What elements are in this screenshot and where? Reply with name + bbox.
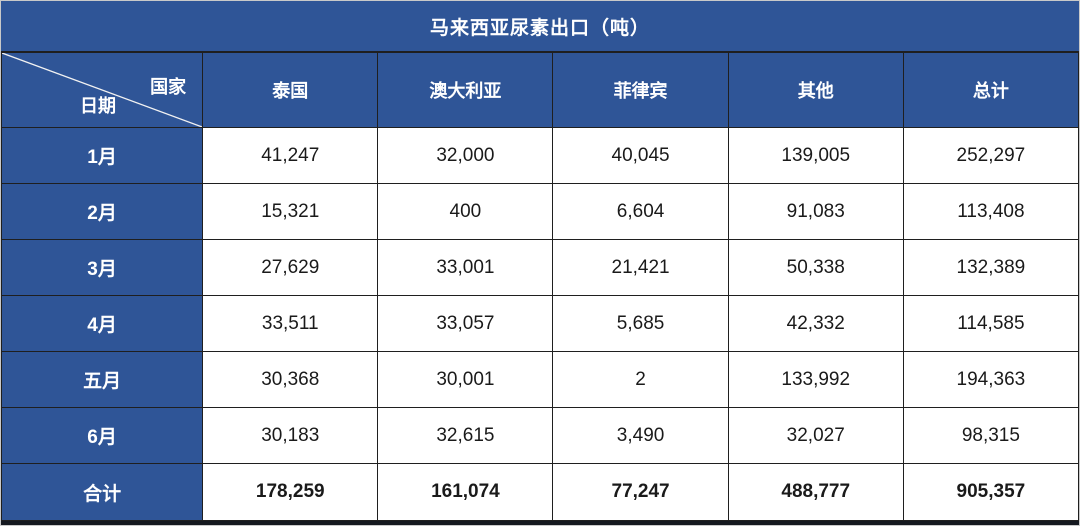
value-cell: 139,005 xyxy=(727,127,904,184)
value-cell: 30,001 xyxy=(377,351,554,408)
value-cell: 132,389 xyxy=(902,239,1079,296)
value-cell: 27,629 xyxy=(202,239,379,296)
row-label: 五月 xyxy=(1,351,204,408)
total-row: 合计 178,259 161,074 77,247 488,777 905,357 xyxy=(1,463,1079,521)
value-cell: 32,000 xyxy=(377,127,554,184)
value-cell: 98,315 xyxy=(902,407,1079,464)
value-cell: 488,777 xyxy=(727,463,904,521)
value-cell: 178,259 xyxy=(202,463,379,521)
value-cell: 32,615 xyxy=(377,407,554,464)
value-cell: 33,001 xyxy=(377,239,554,296)
table-row: 6月 30,183 32,615 3,490 32,027 98,315 xyxy=(1,407,1079,464)
diagonal-divider-line xyxy=(2,53,202,127)
value-cell: 50,338 xyxy=(727,239,904,296)
row-label: 4月 xyxy=(1,295,204,352)
table-row: 五月 30,368 30,001 2 133,992 194,363 xyxy=(1,351,1079,408)
row-label: 3月 xyxy=(1,239,204,296)
value-cell: 252,297 xyxy=(902,127,1079,184)
column-header: 其他 xyxy=(727,52,904,128)
value-cell: 113,408 xyxy=(902,183,1079,240)
value-cell: 91,083 xyxy=(727,183,904,240)
value-cell: 161,074 xyxy=(377,463,554,521)
value-cell: 194,363 xyxy=(902,351,1079,408)
value-cell: 3,490 xyxy=(552,407,729,464)
value-cell: 33,511 xyxy=(202,295,379,352)
value-cell: 30,183 xyxy=(202,407,379,464)
table-row: 3月 27,629 33,001 21,421 50,338 132,389 xyxy=(1,239,1079,296)
column-header: 菲律宾 xyxy=(552,52,729,128)
corner-header-cell: 国家 日期 xyxy=(1,52,204,128)
value-cell: 30,368 xyxy=(202,351,379,408)
value-cell: 133,992 xyxy=(727,351,904,408)
table-row: 2月 15,321 400 6,604 91,083 113,408 xyxy=(1,183,1079,240)
corner-country-label: 国家 xyxy=(150,77,187,97)
value-cell: 21,421 xyxy=(552,239,729,296)
table-row: 4月 33,511 33,057 5,685 42,332 114,585 xyxy=(1,295,1079,352)
table-body: 1月 41,247 32,000 40,045 139,005 252,297 2月 15,3… xyxy=(1,127,1079,521)
urea-export-table: 国家 日期 泰国 澳大利亚 菲律宾 其他 总计 1月 41,247 32,000 40,045… xyxy=(1,52,1079,521)
value-cell: 5,685 xyxy=(552,295,729,352)
table-row: 1月 41,247 32,000 40,045 139,005 252,297 xyxy=(1,127,1079,184)
value-cell: 42,332 xyxy=(727,295,904,352)
bottom-rule xyxy=(1,521,1079,525)
value-cell: 77,247 xyxy=(552,463,729,521)
column-header: 泰国 xyxy=(202,52,379,128)
value-cell: 905,357 xyxy=(902,463,1079,521)
value-cell: 400 xyxy=(377,183,554,240)
row-label: 合计 xyxy=(1,463,204,521)
value-cell: 2 xyxy=(552,351,729,408)
value-cell: 33,057 xyxy=(377,295,554,352)
value-cell: 6,604 xyxy=(552,183,729,240)
value-cell: 15,321 xyxy=(202,183,379,240)
column-header: 总计 xyxy=(902,52,1079,128)
value-cell: 114,585 xyxy=(902,295,1079,352)
column-header: 澳大利亚 xyxy=(377,52,554,128)
row-label: 1月 xyxy=(1,127,204,184)
value-cell: 41,247 xyxy=(202,127,379,184)
header-row: 国家 日期 泰国 澳大利亚 菲律宾 其他 总计 xyxy=(1,52,1079,128)
row-label: 6月 xyxy=(1,407,204,464)
value-cell: 32,027 xyxy=(727,407,904,464)
corner-date-label: 日期 xyxy=(80,96,116,116)
value-cell: 40,045 xyxy=(552,127,729,184)
table-title: 马来西亚尿素出口（吨） xyxy=(1,1,1079,52)
row-label: 2月 xyxy=(1,183,204,240)
